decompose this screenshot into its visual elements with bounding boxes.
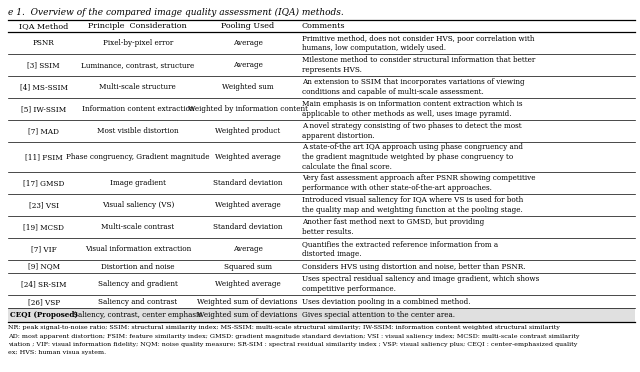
Text: Visual information extraction: Visual information extraction [84,245,191,253]
Text: Weighted product: Weighted product [215,127,280,135]
Text: Weighted sum: Weighted sum [222,83,273,91]
Text: Very fast assessment approach after PSNR showing competitive
performance with ot: Very fast assessment approach after PSNR… [302,174,536,192]
Text: [23] VSI: [23] VSI [29,201,59,209]
Text: Weighted average: Weighted average [214,153,280,161]
Text: Luminance, contrast, structure: Luminance, contrast, structure [81,61,195,69]
Text: Weighted sum of deviations: Weighted sum of deviations [197,298,298,306]
Text: Standard deviation: Standard deviation [213,179,282,187]
Text: Weighted sum of deviations: Weighted sum of deviations [197,311,298,319]
Text: Multi-scale contrast: Multi-scale contrast [101,223,174,231]
Text: Average: Average [233,61,262,69]
Text: [7] MAD: [7] MAD [28,127,59,135]
Text: [19] MCSD: [19] MCSD [23,223,64,231]
Text: [26] VSP: [26] VSP [28,298,60,306]
Text: Another fast method next to GMSD, but providing
better results.: Another fast method next to GMSD, but pr… [302,218,484,236]
Text: CEQI (Proposed): CEQI (Proposed) [10,311,77,319]
Text: Uses spectral residual saliency and image gradient, which shows
competitive perf: Uses spectral residual saliency and imag… [302,275,539,293]
Text: Pixel-by-pixel error: Pixel-by-pixel error [102,39,173,47]
Text: AD: most apparent distortion; FSIM: feature similarity index; GMSD: gradient mag: AD: most apparent distortion; FSIM: feat… [8,334,579,339]
Text: [4] MS-SSIM: [4] MS-SSIM [20,83,68,91]
Text: Considers HVS using distortion and noise, better than PSNR.: Considers HVS using distortion and noise… [302,263,525,270]
Text: Standard deviation: Standard deviation [213,223,282,231]
Text: [3] SSIM: [3] SSIM [28,61,60,69]
Text: Introduced visual saliency for IQA where VS is used for both
the quality map and: Introduced visual saliency for IQA where… [302,196,523,214]
Text: Distortion and noise: Distortion and noise [101,263,175,270]
Text: Main emphasis is on information content extraction which is
applicable to other : Main emphasis is on information content … [302,100,522,118]
Text: [9] NQM: [9] NQM [28,263,60,270]
Text: [7] VIF: [7] VIF [31,245,56,253]
Text: Weighted average: Weighted average [214,280,280,288]
Text: Principle  Consideration: Principle Consideration [88,22,187,31]
Text: Milestone method to consider structural information that better
represents HVS.: Milestone method to consider structural … [302,57,535,74]
Text: ex; HVS: human visua system.: ex; HVS: human visua system. [8,350,106,355]
Text: Average: Average [233,39,262,47]
Text: Average: Average [233,245,262,253]
Text: A state-of-the art IQA approach using phase congruency and
the gradient magnitud: A state-of-the art IQA approach using ph… [302,143,523,171]
Text: Gives special attention to the center area.: Gives special attention to the center ar… [302,311,455,319]
Text: Uses deviation pooling in a combined method.: Uses deviation pooling in a combined met… [302,298,470,306]
Text: Multi-scale structure: Multi-scale structure [99,83,176,91]
Text: Image gradient: Image gradient [110,179,166,187]
Text: Primitive method, does not consider HVS, poor correlation with
humans, low compu: Primitive method, does not consider HVS,… [302,35,534,52]
Text: A novel strategy consisting of two phases to detect the most
apparent distortion: A novel strategy consisting of two phase… [302,122,522,140]
Text: Weighted average: Weighted average [214,201,280,209]
Bar [8,308,635,322]
Text: Squared sum: Squared sum [223,263,271,270]
Text: Quantifies the extracted reference information from a
distorted image.: Quantifies the extracted reference infor… [302,240,498,258]
Text: [5] IW-SSIM: [5] IW-SSIM [21,105,67,113]
Text: [11] FSIM: [11] FSIM [25,153,63,161]
Text: PSNR: PSNR [33,39,54,47]
Text: An extension to SSIM that incorporates variations of viewing
conditions and capa: An extension to SSIM that incorporates v… [302,78,525,96]
Text: [17] GMSD: [17] GMSD [23,179,65,187]
Text: Most visible distortion: Most visible distortion [97,127,179,135]
Text: NR: peak signal-to-noise ratio; SSIM: structural similarity index; MS-SSIM: mult: NR: peak signal-to-noise ratio; SSIM: st… [8,326,559,330]
Text: Saliency, contrast, center emphasis: Saliency, contrast, center emphasis [74,311,202,319]
Text: Phase congruency, Gradient magnitude: Phase congruency, Gradient magnitude [66,153,209,161]
Text: Visual saliency (VS): Visual saliency (VS) [102,201,174,209]
Text: [24] SR-SIM: [24] SR-SIM [21,280,67,288]
Text: Saliency and gradient: Saliency and gradient [98,280,178,288]
Text: Saliency and contrast: Saliency and contrast [99,298,177,306]
Text: IQA Method: IQA Method [19,22,68,31]
Text: viation ; VIF: visual information fidelity; NQM: noise quality measure; SR-SIM :: viation ; VIF: visual information fideli… [8,342,577,347]
Text: Pooling Used: Pooling Used [221,22,274,31]
Text: Comments: Comments [302,22,346,31]
Text: Weighted by information content: Weighted by information content [188,105,308,113]
Text: e 1.  Overview of the compared image quality assessment (IQA) methods.: e 1. Overview of the compared image qual… [8,7,344,17]
Text: Information content extraction: Information content extraction [81,105,194,113]
